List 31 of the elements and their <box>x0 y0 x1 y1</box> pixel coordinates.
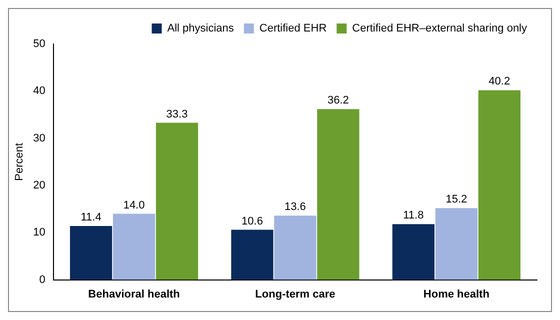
y-axis-title: Percent <box>14 142 26 181</box>
x-tick-label: Behavioral health <box>88 288 180 300</box>
bar <box>112 214 156 280</box>
y-tick-label: 0 <box>39 274 46 286</box>
y-tick-label: 40 <box>33 85 46 98</box>
legend-label: Certified EHR <box>259 22 327 35</box>
x-tick-label: Home health <box>423 288 490 300</box>
y-tick-label: 20 <box>33 180 46 192</box>
data-label: 15.2 <box>446 194 468 206</box>
legend-label: Certified EHR–external sharing only <box>352 22 528 35</box>
data-label: 10.6 <box>242 215 263 228</box>
data-label: 13.6 <box>284 201 306 214</box>
data-label: 40.2 <box>488 76 510 88</box>
y-tick-label: 30 <box>33 132 46 144</box>
data-label: 33.3 <box>166 108 188 120</box>
x-tick-label: Long-term care <box>255 288 336 300</box>
y-tick-label: 50 <box>33 38 46 50</box>
data-label: 36.2 <box>327 94 349 107</box>
data-label: 11.4 <box>80 212 102 224</box>
bar <box>478 90 520 280</box>
data-label: 11.8 <box>403 210 424 222</box>
y-tick-label: 10 <box>33 226 46 239</box>
legend-label: All physicians <box>167 22 234 35</box>
bar <box>70 226 112 280</box>
bar <box>274 216 316 280</box>
bar <box>156 122 198 280</box>
bar <box>231 230 274 280</box>
bar <box>435 208 478 280</box>
data-label: 14.0 <box>123 199 145 212</box>
bar <box>392 224 434 280</box>
bar <box>317 109 360 280</box>
